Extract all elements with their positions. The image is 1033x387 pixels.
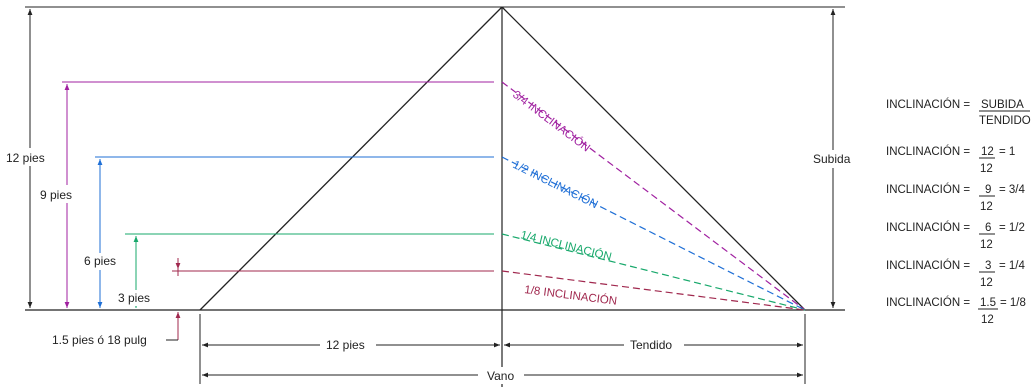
slope-label-1-8: 1/8 INCLINACIÓN: [524, 283, 618, 308]
formula-pitch-3-4: INCLINACIÓN = 9 12 = 3/4: [886, 183, 1026, 213]
slope-line-1-8: [501, 270, 806, 311]
slope-line-1-4: [501, 233, 806, 311]
formula-denominator: 12: [980, 239, 993, 251]
formula-result: = 1/2: [999, 222, 1025, 234]
formula-lhs: INCLINACIÓN =: [886, 259, 970, 272]
formula-numerator: SUBIDA: [981, 99, 1024, 111]
formula-denominator: TENDIDO: [979, 115, 1031, 127]
formula-pitch-1-4: INCLINACIÓN = 3 12 = 1/4: [886, 259, 1026, 289]
height-label-1-5: 1.5 pies ó 18 pulg: [52, 333, 147, 347]
half-span-label: 12 pies: [326, 338, 365, 352]
formula-denominator: 12: [980, 201, 993, 213]
slope-label-1-4: 1/4 INCLINACIÓN: [519, 228, 613, 263]
formula-denominator: 12: [980, 163, 993, 175]
formula-result: = 1: [999, 146, 1015, 158]
formula-denominator: 12: [980, 277, 993, 289]
formula-numerator: 9: [985, 184, 991, 196]
formula-subida-tendido: INCLINACIÓN = SUBIDA TENDIDO: [886, 98, 1031, 127]
formula-pitch-1-8: INCLINACIÓN = 1.5 12 = 1/8: [886, 296, 1026, 326]
slope-label-1-2: 1/2 INCLINACIÓN: [511, 158, 600, 211]
formula-lhs: INCLINACIÓN =: [886, 183, 970, 196]
formula-lhs: INCLINACIÓN =: [886, 221, 970, 234]
height-label-3: 3 pies: [118, 291, 150, 305]
formula-result: = 1/8: [1000, 297, 1026, 309]
formula-numerator: 12: [981, 146, 994, 158]
formula-result: = 1/4: [999, 260, 1026, 272]
rise-label: Subida: [813, 152, 851, 166]
formula-result: = 3/4: [999, 184, 1026, 196]
formula-lhs: INCLINACIÓN =: [886, 98, 970, 111]
slope-line-1-2: [501, 156, 806, 311]
roof-left-slope: [199, 6, 503, 311]
height-label-12: 12 pies: [6, 151, 45, 165]
roof-right-slope: [501, 6, 806, 311]
slope-label-3-4: 3/4 INCLINACIÓN: [510, 88, 592, 155]
formula-pitch-1-2: INCLINACIÓN = 6 12 = 1/2: [886, 221, 1025, 251]
formula-numerator: 6: [985, 222, 991, 234]
formula-pitch-1: INCLINACIÓN = 12 12 = 1: [886, 145, 1015, 175]
formula-lhs: INCLINACIÓN =: [886, 145, 970, 158]
formula-numerator: 1.5: [980, 297, 996, 309]
formula-lhs: INCLINACIÓN =: [886, 296, 970, 309]
formula-denominator: 12: [981, 314, 994, 326]
run-label: Tendido: [630, 338, 672, 352]
height-label-9: 9 pies: [40, 188, 72, 202]
slope-line-3-4: [501, 81, 806, 311]
height-label-6: 6 pies: [84, 254, 116, 268]
span-label: Vano: [487, 369, 514, 383]
formula-numerator: 3: [985, 260, 991, 272]
